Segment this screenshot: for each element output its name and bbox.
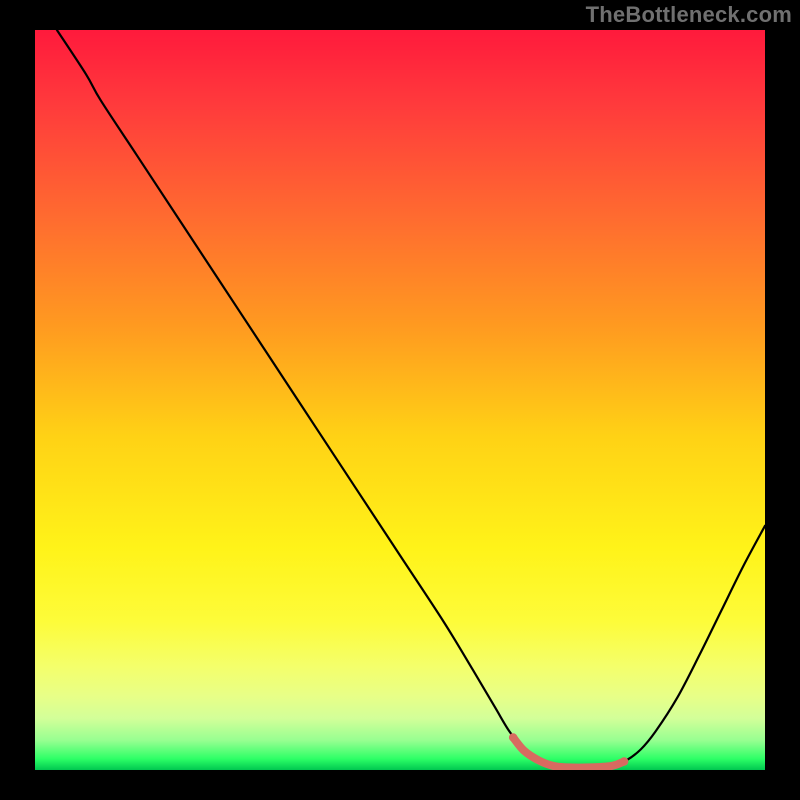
optimal-range-end-dot [620,757,628,765]
bottleneck-chart [0,0,800,800]
plot-background-gradient [35,30,765,770]
watermark-text: TheBottleneck.com [586,2,792,28]
chart-frame: TheBottleneck.com [0,0,800,800]
optimal-range-start-dot [509,733,517,741]
